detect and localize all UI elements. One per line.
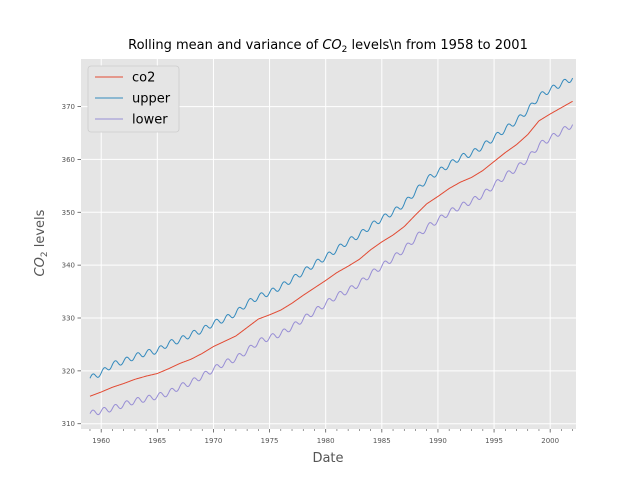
y-tick-label: 330 [62, 315, 75, 323]
x-tick-label: 1985 [373, 437, 391, 445]
legend-label-lower: lower [132, 113, 168, 128]
y-tick-label: 370 [62, 103, 75, 111]
x-tick-label: 1975 [261, 437, 279, 445]
x-tick-label: 1995 [485, 437, 503, 445]
y-axis-label-suffix: levels [33, 209, 48, 251]
x-tick-label: 1970 [205, 437, 223, 445]
legend-label-upper: upper [132, 92, 171, 107]
legend-label-co2: co2 [132, 71, 155, 86]
series-line-upper [89, 77, 574, 379]
x-tick-label: 1965 [148, 437, 166, 445]
series-line-lower [89, 124, 574, 416]
x-tick-label: 2000 [541, 437, 559, 445]
chart-title-subscript: 2 [342, 45, 348, 55]
legend-box [87, 65, 180, 133]
legend: co2 upper lower [87, 65, 180, 133]
chart-title: Rolling mean and variance of CO2 levels\… [128, 38, 528, 55]
x-tick-label: 1960 [92, 437, 110, 445]
y-axis: 310 320 330 340 350 360 370 [62, 103, 81, 428]
y-axis-label: CO2 levels [33, 209, 50, 276]
series-group [89, 77, 574, 416]
y-axis-label-italic: CO [33, 257, 48, 276]
y-tick-label: 320 [62, 367, 75, 375]
series-line-co2 [89, 100, 573, 397]
y-tick-label: 310 [62, 420, 75, 428]
y-tick-label: 360 [62, 156, 75, 164]
chart-title-suffix: levels\n from 1958 to 2001 [347, 38, 527, 53]
y-tick-label: 350 [62, 209, 75, 217]
y-axis-label-subscript: 2 [40, 251, 50, 257]
chart-title-prefix: Rolling mean and variance of [128, 38, 322, 53]
x-tick-label: 1980 [317, 437, 335, 445]
y-tick-label: 340 [62, 262, 75, 270]
x-axis: 1960 1965 1970 1975 1980 1985 1990 1995 2000 [89, 429, 573, 445]
x-axis-label: Date [312, 451, 343, 466]
chart-title-italic: CO [322, 38, 341, 53]
x-tick-label: 1990 [429, 437, 447, 445]
